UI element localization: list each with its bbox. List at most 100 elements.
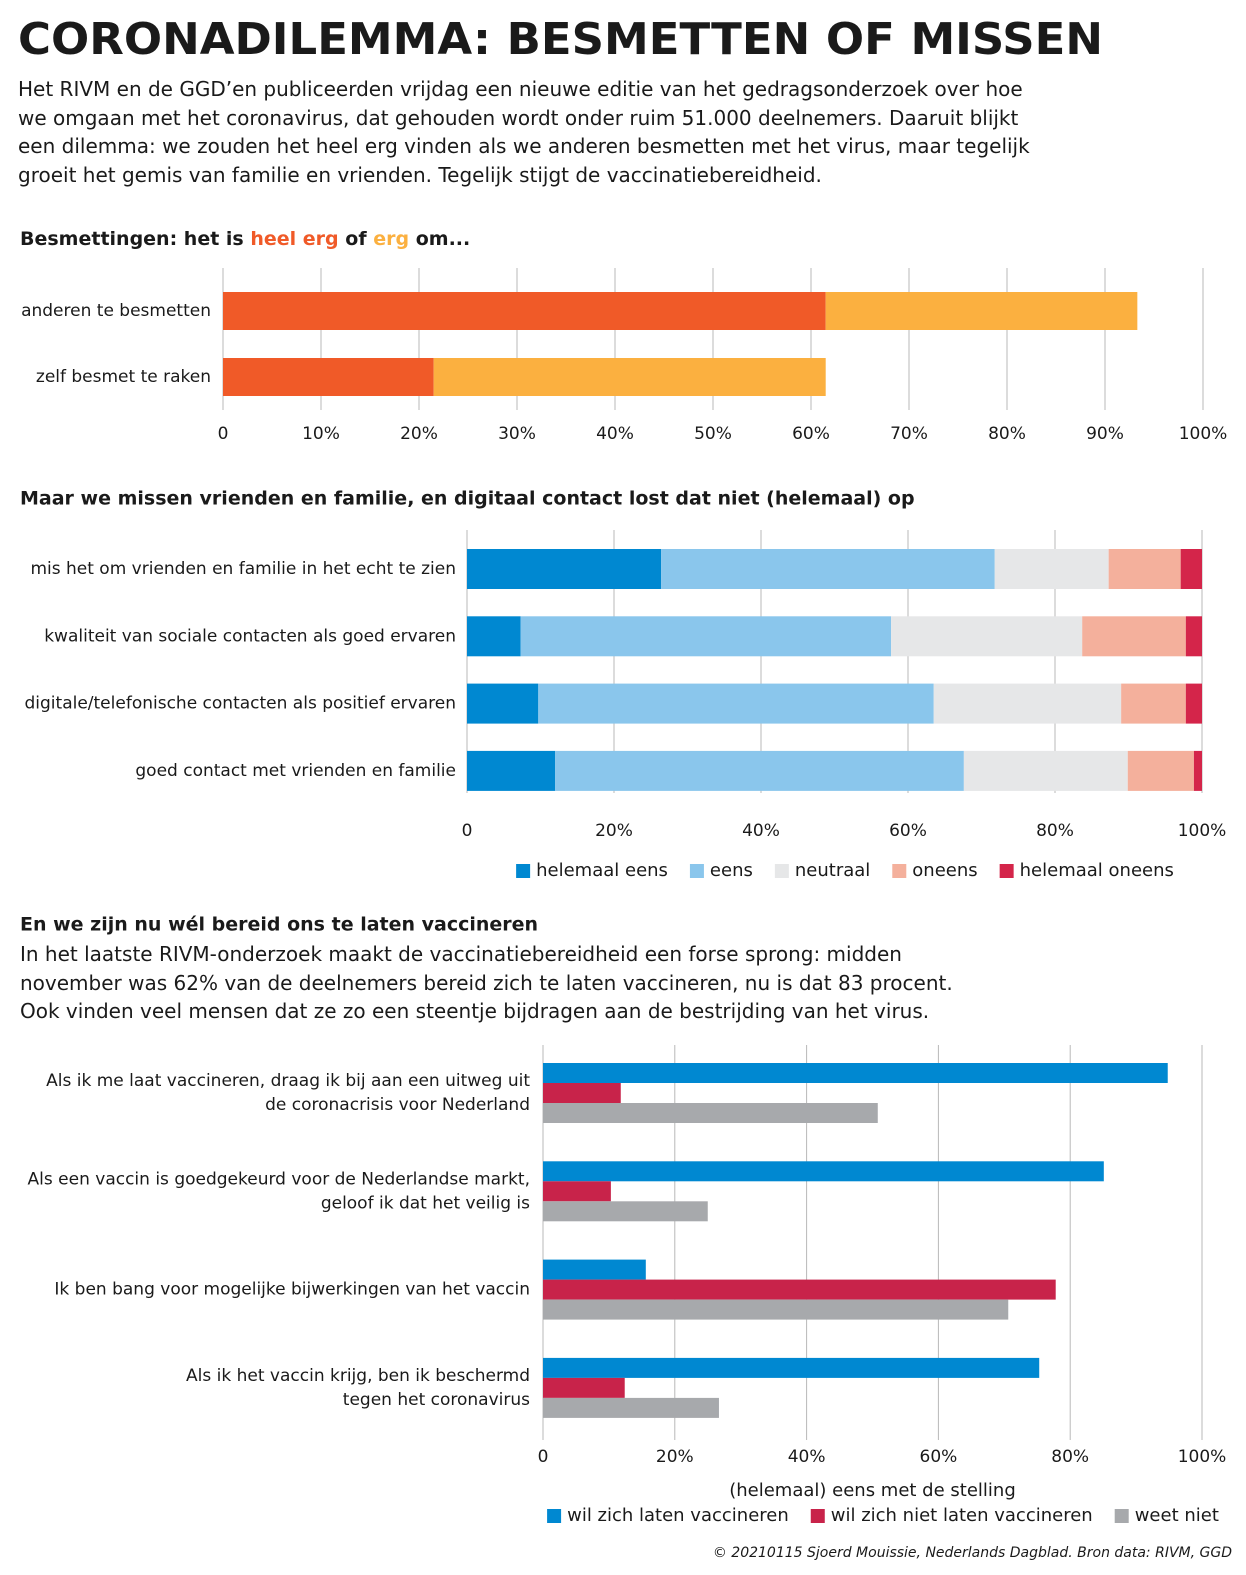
y-tick-label: Als ik het vaccin krijg, ben ik bescherm… bbox=[186, 1366, 530, 1386]
bar bbox=[543, 1063, 1168, 1083]
bar-segment bbox=[433, 358, 826, 396]
y-tick-label: Als een vaccin is goedgekeurd voor de Ne… bbox=[28, 1169, 530, 1189]
legend: helemaal eens eens neutraal oneens helemaal … bbox=[516, 860, 1174, 881]
title-part: Besmettingen: het is bbox=[20, 228, 244, 250]
legend-label: neutraal bbox=[795, 860, 870, 881]
bar bbox=[543, 1083, 621, 1103]
x-tick-label: 60% bbox=[889, 821, 927, 841]
x-tick-label: 80% bbox=[1051, 1447, 1089, 1467]
bar bbox=[543, 1161, 1104, 1182]
x-tick-label: 0 bbox=[462, 821, 473, 841]
bar-segment bbox=[538, 683, 934, 724]
x-tick-label: 20% bbox=[595, 821, 633, 841]
x-tick-label: 80% bbox=[1036, 821, 1074, 841]
title-part: of bbox=[345, 228, 367, 250]
x-tick-label: 90% bbox=[1086, 424, 1124, 444]
x-tick-label: 50% bbox=[694, 424, 732, 444]
bar bbox=[543, 1299, 1009, 1320]
chart-subtitle: In het laatste RIVM-onderzoek maakt de v… bbox=[20, 942, 953, 1023]
bar bbox=[543, 1357, 1040, 1378]
x-tick-label: 0 bbox=[218, 424, 229, 444]
footer: © 20210115 Sjoerd Mouissie, Nederlands D… bbox=[713, 1545, 1232, 1561]
x-tick-label: 60% bbox=[792, 424, 830, 444]
y-tick-label: de coronacrisis voor Nederland bbox=[265, 1095, 530, 1115]
bar-segment bbox=[891, 616, 1083, 657]
bar-segment bbox=[467, 683, 539, 724]
legend-swatch bbox=[689, 864, 704, 878]
bar-segment bbox=[223, 292, 826, 330]
legend-swatch bbox=[547, 1509, 562, 1523]
title-part: om... bbox=[416, 228, 471, 250]
y-tick-label: digitale/telefonische contacten als posi… bbox=[25, 694, 457, 714]
bar-segment bbox=[994, 549, 1109, 589]
legend-swatch bbox=[999, 864, 1014, 878]
x-tick-label: 100% bbox=[1179, 424, 1228, 444]
legend-label: wil zich laten vaccineren bbox=[567, 1505, 789, 1526]
y-tick-label: tegen het coronavirus bbox=[343, 1390, 530, 1410]
x-tick-label: 20% bbox=[656, 1447, 694, 1467]
x-tick-label: 100% bbox=[1178, 821, 1227, 841]
page-title: CORONADILEMMA: BESMETTEN OF MISSEN bbox=[18, 14, 1103, 65]
y-tick-label: goed contact met vrienden en familie bbox=[135, 761, 456, 781]
y-tick-label: Als ik me laat vaccineren, draag ik bij … bbox=[46, 1071, 530, 1091]
chart-title: Besmettingen: het is heel erg of erg om.… bbox=[20, 228, 470, 250]
bar bbox=[543, 1279, 1056, 1300]
bar-segment bbox=[467, 549, 662, 589]
bar bbox=[543, 1201, 708, 1222]
bar bbox=[543, 1181, 611, 1202]
x-tick-label: 20% bbox=[400, 424, 438, 444]
chart-title: En we zijn nu wél bereid ons te laten va… bbox=[20, 914, 538, 936]
x-tick-label: 0 bbox=[538, 1447, 549, 1467]
legend-label: weet niet bbox=[1135, 1505, 1219, 1526]
series-name: heel erg bbox=[250, 228, 338, 250]
legend-swatch bbox=[774, 864, 789, 878]
bar-segment bbox=[467, 750, 556, 791]
bar-segment bbox=[963, 750, 1128, 791]
y-tick-label: anderen te besmetten bbox=[21, 301, 211, 321]
legend: wil zich laten vaccineren wil zich niet l… bbox=[547, 1505, 1219, 1526]
chart-title: Maar we missen vrienden en familie, en d… bbox=[20, 488, 915, 510]
x-tick-label: 60% bbox=[920, 1447, 958, 1467]
intro: Het RIVM en de GGD’en publiceerden vrijd… bbox=[18, 77, 1030, 187]
x-axis-label: (helemaal) eens met de stelling bbox=[729, 1480, 1016, 1501]
bar bbox=[543, 1377, 625, 1398]
legend-label: oneens bbox=[912, 860, 977, 881]
bar-segment bbox=[1193, 750, 1202, 791]
x-tick-label: 10% bbox=[302, 424, 340, 444]
bar bbox=[543, 1397, 719, 1418]
x-tick-label: 70% bbox=[890, 424, 928, 444]
bar-segment bbox=[1121, 683, 1186, 724]
bar-segment bbox=[520, 616, 892, 657]
y-tick-label: zelf besmet te raken bbox=[36, 367, 211, 387]
bar-segment bbox=[933, 683, 1122, 724]
bar-segment bbox=[661, 549, 995, 589]
y-tick-label: kwaliteit van sociale contacten als goed… bbox=[44, 626, 456, 646]
legend-label: helemaal eens bbox=[536, 860, 668, 881]
legend-swatch bbox=[810, 1509, 825, 1523]
x-tick-label: 40% bbox=[596, 424, 634, 444]
x-tick-label: 30% bbox=[498, 424, 536, 444]
y-tick-label: geloof ik dat het veilig is bbox=[321, 1193, 530, 1213]
legend-label: helemaal oneens bbox=[1020, 860, 1174, 881]
x-tick-label: 40% bbox=[742, 821, 780, 841]
x-tick-label: 100% bbox=[1178, 1447, 1227, 1467]
bar-segment bbox=[1185, 683, 1202, 724]
bar bbox=[543, 1103, 878, 1123]
bar-segment bbox=[825, 292, 1138, 330]
bar-segment bbox=[1127, 750, 1194, 791]
legend-swatch bbox=[892, 864, 907, 878]
x-tick-label: 80% bbox=[988, 424, 1026, 444]
bar-segment bbox=[467, 616, 521, 657]
bar-segment bbox=[1108, 549, 1181, 589]
bar bbox=[543, 1259, 646, 1280]
series-name: erg bbox=[373, 228, 409, 250]
bar-segment bbox=[555, 750, 964, 791]
bar-segment bbox=[1185, 616, 1202, 657]
x-tick-label: 40% bbox=[788, 1447, 826, 1467]
bar-segment bbox=[1082, 616, 1186, 657]
legend-swatch bbox=[516, 864, 531, 878]
bar-segment bbox=[223, 358, 434, 396]
legend-swatch bbox=[1114, 1509, 1129, 1523]
